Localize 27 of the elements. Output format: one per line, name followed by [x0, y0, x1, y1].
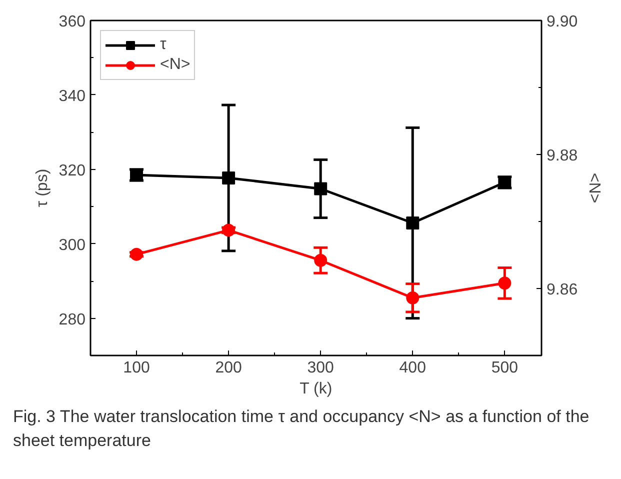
y-tick-label: 320	[58, 162, 86, 180]
x-tick-label: 400	[399, 360, 426, 376]
legend-label: <N>	[160, 56, 190, 74]
point	[222, 171, 236, 184]
point	[314, 254, 328, 267]
point	[406, 291, 420, 304]
legend-label: τ	[160, 36, 168, 54]
point	[130, 248, 144, 261]
point	[314, 182, 328, 196]
x-tick-label: 500	[491, 360, 518, 376]
y-tick-label: 280	[58, 311, 86, 328]
x-tick-label: 100	[123, 360, 150, 376]
y-tick-label: 340	[58, 88, 86, 105]
caption: Fig. 3 The water translocation time τ and occupancy <N> as a function of the sheet temperature	[13, 406, 590, 452]
y2-tick-label: 9.86	[546, 282, 578, 298]
y-axis-title: τ (ps)	[34, 168, 51, 208]
x-tick-label: 300	[307, 360, 334, 376]
point	[222, 224, 236, 237]
y2-axis-title: <N>	[586, 172, 603, 204]
y-tick-label: 360	[58, 14, 86, 30]
point	[498, 276, 512, 290]
x-axis-title: T (k)	[300, 380, 332, 398]
x-tick-label: 200	[215, 360, 242, 376]
point	[406, 216, 420, 230]
y2-tick-label: 9.90	[546, 14, 578, 30]
y2-tick-label: 9.88	[546, 148, 578, 164]
y-tick-label: 300	[58, 236, 86, 254]
